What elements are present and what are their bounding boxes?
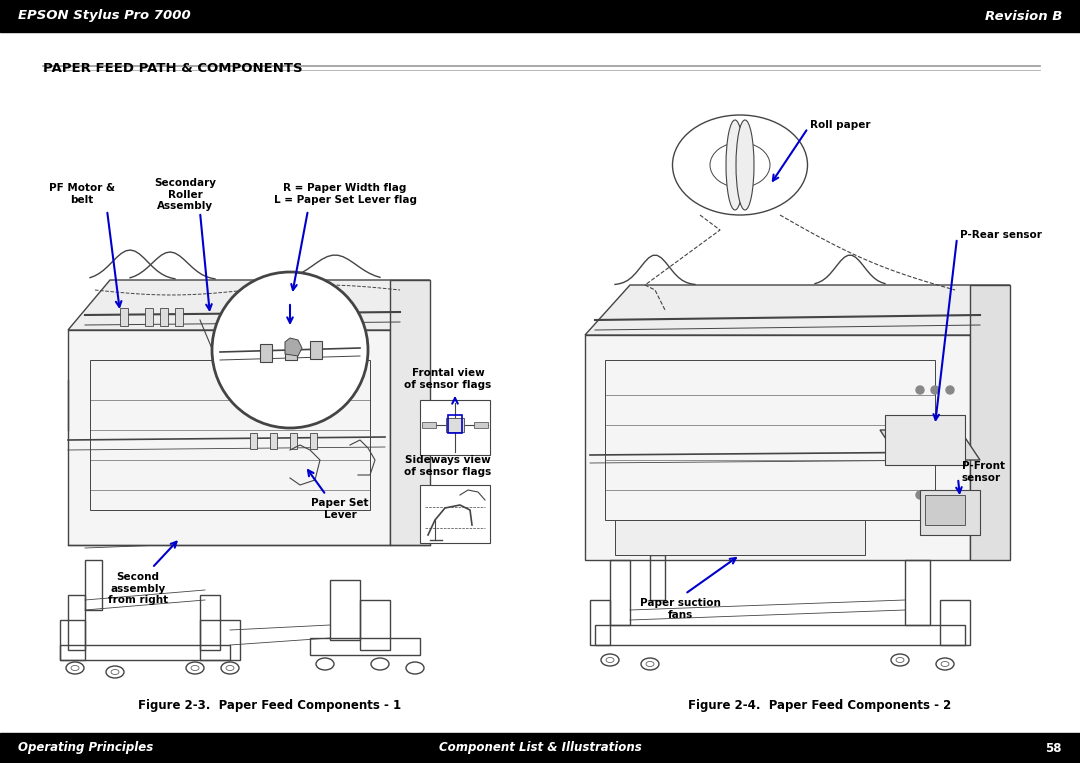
- Bar: [446, 418, 464, 432]
- Bar: [310, 341, 322, 359]
- Circle shape: [916, 456, 924, 464]
- Ellipse shape: [642, 658, 659, 670]
- Ellipse shape: [191, 665, 199, 671]
- Bar: [0, 733, 1080, 763]
- Bar: [249, 433, 257, 449]
- Text: PF Motor &
belt: PF Motor & belt: [49, 183, 114, 204]
- Polygon shape: [474, 422, 488, 428]
- Bar: [0, 0, 1080, 32]
- Text: Component List & Illustrations: Component List & Illustrations: [438, 742, 642, 755]
- Text: Figure 2-3.  Paper Feed Components - 1: Figure 2-3. Paper Feed Components - 1: [138, 700, 402, 713]
- Text: EPSON Stylus Pro 7000: EPSON Stylus Pro 7000: [18, 9, 191, 22]
- Ellipse shape: [316, 658, 334, 670]
- Circle shape: [946, 386, 954, 394]
- Ellipse shape: [646, 662, 654, 667]
- Bar: [90, 360, 370, 510]
- Text: R = Paper Width flag
L = Paper Set Lever flag: R = Paper Width flag L = Paper Set Lever…: [273, 183, 417, 204]
- Bar: [448, 415, 462, 433]
- Polygon shape: [880, 430, 980, 460]
- Ellipse shape: [891, 654, 909, 666]
- Ellipse shape: [936, 658, 954, 670]
- Polygon shape: [285, 338, 302, 356]
- Circle shape: [931, 386, 939, 394]
- Text: Secondary
Roller
Assembly: Secondary Roller Assembly: [154, 178, 216, 211]
- Circle shape: [931, 421, 939, 429]
- Text: Figure 2-4.  Paper Feed Components - 2: Figure 2-4. Paper Feed Components - 2: [688, 700, 951, 713]
- Ellipse shape: [406, 662, 424, 674]
- Circle shape: [946, 456, 954, 464]
- Ellipse shape: [106, 666, 124, 678]
- Text: Roll paper: Roll paper: [810, 120, 870, 130]
- Polygon shape: [585, 335, 970, 560]
- Bar: [291, 433, 297, 449]
- Polygon shape: [422, 422, 436, 428]
- Text: P-Rear sensor: P-Rear sensor: [960, 230, 1042, 240]
- Text: Second
assembly
from right: Second assembly from right: [108, 572, 168, 605]
- Text: Paper Set
Lever: Paper Set Lever: [311, 498, 368, 520]
- Ellipse shape: [186, 662, 204, 674]
- Bar: [175, 308, 183, 326]
- Bar: [310, 433, 318, 449]
- Polygon shape: [615, 520, 865, 555]
- Circle shape: [931, 456, 939, 464]
- Ellipse shape: [372, 658, 389, 670]
- Bar: [285, 342, 297, 360]
- Text: Frontal view
of sensor flags: Frontal view of sensor flags: [404, 369, 491, 390]
- Text: Sideways view
of sensor flags: Sideways view of sensor flags: [404, 456, 491, 477]
- Polygon shape: [68, 330, 390, 545]
- Bar: [270, 433, 276, 449]
- Ellipse shape: [735, 120, 754, 210]
- Circle shape: [916, 491, 924, 499]
- Ellipse shape: [896, 658, 904, 662]
- Ellipse shape: [673, 115, 808, 215]
- Circle shape: [931, 491, 939, 499]
- Ellipse shape: [710, 143, 770, 188]
- Polygon shape: [970, 285, 1010, 560]
- Bar: [120, 308, 129, 326]
- Text: Paper suction
fans: Paper suction fans: [639, 598, 720, 620]
- Bar: [420, 485, 490, 543]
- Circle shape: [916, 386, 924, 394]
- Polygon shape: [390, 280, 430, 545]
- Circle shape: [212, 272, 368, 428]
- Bar: [420, 400, 490, 455]
- Ellipse shape: [111, 669, 119, 674]
- Text: Revision B: Revision B: [985, 9, 1062, 22]
- Polygon shape: [585, 285, 1010, 335]
- Circle shape: [916, 421, 924, 429]
- Ellipse shape: [726, 120, 744, 210]
- Bar: [260, 344, 272, 362]
- Ellipse shape: [606, 658, 615, 662]
- Ellipse shape: [221, 662, 239, 674]
- Text: P-Front
sensor: P-Front sensor: [962, 461, 1005, 483]
- Bar: [924, 495, 966, 525]
- Bar: [605, 360, 935, 520]
- Ellipse shape: [600, 654, 619, 666]
- Bar: [885, 415, 966, 465]
- Ellipse shape: [226, 665, 234, 671]
- Bar: [920, 490, 980, 535]
- Circle shape: [946, 421, 954, 429]
- Ellipse shape: [941, 662, 949, 667]
- Polygon shape: [68, 280, 430, 330]
- Circle shape: [946, 491, 954, 499]
- Text: PAPER FEED PATH & COMPONENTS: PAPER FEED PATH & COMPONENTS: [43, 62, 302, 75]
- Text: 58: 58: [1045, 742, 1062, 755]
- Ellipse shape: [71, 665, 79, 671]
- Bar: [145, 308, 153, 326]
- Ellipse shape: [66, 662, 84, 674]
- Bar: [160, 308, 168, 326]
- Text: Operating Principles: Operating Principles: [18, 742, 153, 755]
